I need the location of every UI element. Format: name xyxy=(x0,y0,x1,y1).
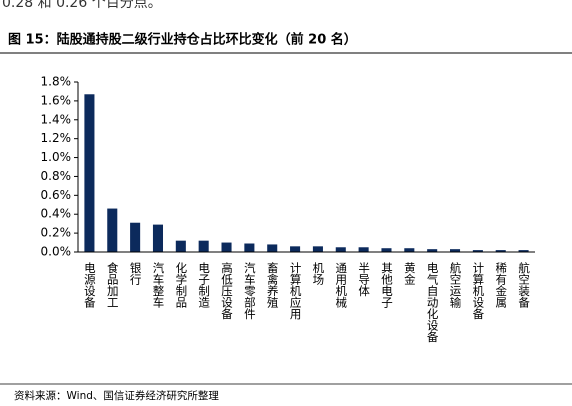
y-tick-label: 1.6% xyxy=(41,93,72,107)
x-tick-label: 化学制品 xyxy=(174,261,188,308)
chart-title: 图 15：陆股通持股二级行业持仓占比环比变化（前 20 名） xyxy=(8,32,357,48)
bar xyxy=(175,240,186,252)
y-tick-label: 1.8% xyxy=(41,75,72,89)
x-tick-label: 计算机应用 xyxy=(289,262,303,320)
x-tick-label: 畜禽养殖 xyxy=(266,261,280,309)
intro-text: 0.28 和 0.26 个百分点。 xyxy=(2,0,162,11)
x-tick-label: 通用机械 xyxy=(334,262,348,309)
bar xyxy=(427,249,438,252)
x-tick-label: 机场 xyxy=(311,261,325,286)
x-tick-label: 计算机设备 xyxy=(471,262,485,320)
bar xyxy=(244,243,255,252)
x-tick-label: 电子制造 xyxy=(197,262,211,308)
bar xyxy=(152,224,164,252)
bar xyxy=(472,250,483,252)
x-tick-label: 汽车整车 xyxy=(151,261,165,309)
y-tick-label: 1.4% xyxy=(41,112,72,126)
bar xyxy=(107,208,118,252)
bar xyxy=(267,244,278,252)
bar xyxy=(495,250,506,252)
bar xyxy=(198,240,209,252)
x-tick-label: 黄金 xyxy=(403,261,417,285)
x-tick-label: 高低压设备 xyxy=(220,261,234,320)
y-tick-label: 1.2% xyxy=(41,131,72,145)
bar xyxy=(335,247,346,252)
bar xyxy=(130,222,141,252)
bar xyxy=(221,242,232,252)
y-tick-label: 0.8% xyxy=(41,169,72,183)
x-tick-label: 食品加工 xyxy=(106,261,120,308)
bar xyxy=(290,246,301,252)
source-note: 资料来源：Wind、国信证券经济研究所整理 xyxy=(14,389,219,402)
bar xyxy=(84,94,95,253)
y-tick-label: 1.0% xyxy=(41,150,72,164)
bar xyxy=(381,248,392,252)
x-tick-label: 汽车零部件 xyxy=(243,261,257,320)
bar xyxy=(449,249,461,252)
y-tick-label: 0.6% xyxy=(41,188,72,202)
y-tick-label: 0.0% xyxy=(41,245,72,259)
bar xyxy=(404,248,415,252)
x-tick-label: 电源设备 xyxy=(83,262,97,309)
x-tick-label: 稀有金属 xyxy=(494,262,508,309)
x-tick-label: 其他电子 xyxy=(380,262,394,308)
y-tick-label: 0.4% xyxy=(41,207,72,221)
x-tick-label: 航空运输 xyxy=(449,261,463,309)
bar xyxy=(312,246,323,252)
x-tick-label: 航空装备 xyxy=(517,261,531,309)
y-tick-label: 0.2% xyxy=(41,226,72,240)
x-tick-label: 半导体 xyxy=(357,261,371,296)
x-tick-label: 银行 xyxy=(129,261,143,286)
bar xyxy=(518,250,529,252)
bar xyxy=(358,247,369,252)
x-tick-label: 电气自动化设备 xyxy=(426,262,440,343)
